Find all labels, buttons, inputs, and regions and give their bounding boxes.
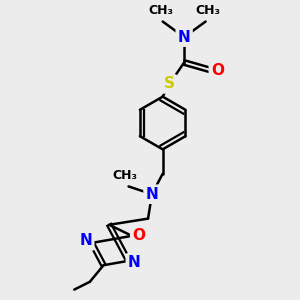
Text: CH₃: CH₃ — [195, 4, 220, 17]
Text: CH₃: CH₃ — [112, 169, 137, 182]
Text: O: O — [211, 63, 224, 78]
Text: N: N — [80, 233, 92, 248]
Text: N: N — [178, 30, 190, 45]
Text: O: O — [132, 228, 145, 243]
Text: N: N — [146, 187, 158, 202]
Text: CH₃: CH₃ — [148, 4, 173, 17]
Text: S: S — [164, 76, 175, 92]
Text: N: N — [128, 255, 141, 270]
